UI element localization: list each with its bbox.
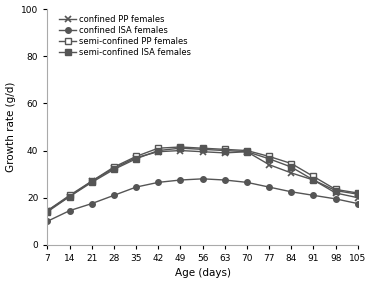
confined PP females xyxy=(112,166,116,170)
semi-confined ISA females xyxy=(67,195,72,198)
semi-confined PP females xyxy=(245,149,249,152)
confined ISA females xyxy=(134,185,138,189)
semi-confined PP females xyxy=(67,194,72,197)
Line: confined ISA females: confined ISA females xyxy=(45,176,360,224)
confined ISA females xyxy=(311,194,316,197)
semi-confined PP females xyxy=(356,191,360,195)
X-axis label: Age (days): Age (days) xyxy=(174,268,231,278)
confined ISA females xyxy=(67,209,72,212)
semi-confined ISA females xyxy=(356,193,360,196)
confined ISA females xyxy=(356,202,360,205)
confined PP females xyxy=(45,209,49,212)
confined ISA females xyxy=(245,181,249,184)
semi-confined PP females xyxy=(156,147,160,150)
confined PP females xyxy=(289,171,294,175)
confined PP females xyxy=(356,196,360,199)
confined ISA females xyxy=(112,194,116,197)
semi-confined ISA females xyxy=(289,165,294,169)
semi-confined ISA females xyxy=(178,147,183,150)
semi-confined PP females xyxy=(112,165,116,169)
confined ISA females xyxy=(178,178,183,182)
confined ISA females xyxy=(201,177,205,181)
confined PP females xyxy=(201,150,205,153)
Legend: confined PP females, confined ISA females, semi-confined PP females, semi-confin: confined PP females, confined ISA female… xyxy=(58,13,193,59)
confined PP females xyxy=(178,149,183,152)
semi-confined PP females xyxy=(267,155,271,158)
confined PP females xyxy=(333,191,338,195)
confined ISA females xyxy=(267,185,271,189)
semi-confined ISA females xyxy=(222,149,227,152)
semi-confined PP females xyxy=(45,209,49,212)
semi-confined PP females xyxy=(222,148,227,151)
confined ISA females xyxy=(90,202,94,205)
semi-confined ISA females xyxy=(112,168,116,171)
confined ISA females xyxy=(45,220,49,223)
semi-confined ISA females xyxy=(311,178,316,182)
semi-confined PP females xyxy=(201,147,205,150)
confined PP females xyxy=(267,163,271,166)
semi-confined ISA females xyxy=(201,148,205,151)
confined PP females xyxy=(67,195,72,198)
semi-confined PP females xyxy=(134,155,138,158)
confined PP females xyxy=(134,156,138,159)
semi-confined PP females xyxy=(333,188,338,191)
Line: semi-confined ISA females: semi-confined ISA females xyxy=(45,145,360,215)
semi-confined ISA females xyxy=(333,189,338,192)
semi-confined ISA females xyxy=(267,157,271,160)
confined PP females xyxy=(90,179,94,183)
semi-confined ISA females xyxy=(245,150,249,153)
semi-confined PP females xyxy=(178,145,183,149)
semi-confined PP females xyxy=(90,179,94,183)
Y-axis label: Growth rate (g/d): Growth rate (g/d) xyxy=(6,82,16,172)
confined ISA females xyxy=(222,178,227,182)
confined PP females xyxy=(222,151,227,154)
confined ISA females xyxy=(333,197,338,201)
semi-confined ISA females xyxy=(134,157,138,160)
confined PP females xyxy=(311,178,316,182)
semi-confined PP females xyxy=(311,175,316,178)
semi-confined ISA females xyxy=(156,149,160,152)
Line: confined PP females: confined PP females xyxy=(44,147,361,214)
confined ISA females xyxy=(156,181,160,184)
confined PP females xyxy=(156,150,160,153)
semi-confined ISA females xyxy=(45,210,49,214)
confined ISA females xyxy=(289,190,294,193)
confined PP females xyxy=(245,150,249,153)
Line: semi-confined PP females: semi-confined PP females xyxy=(45,144,360,214)
semi-confined ISA females xyxy=(90,181,94,184)
semi-confined PP females xyxy=(289,162,294,165)
